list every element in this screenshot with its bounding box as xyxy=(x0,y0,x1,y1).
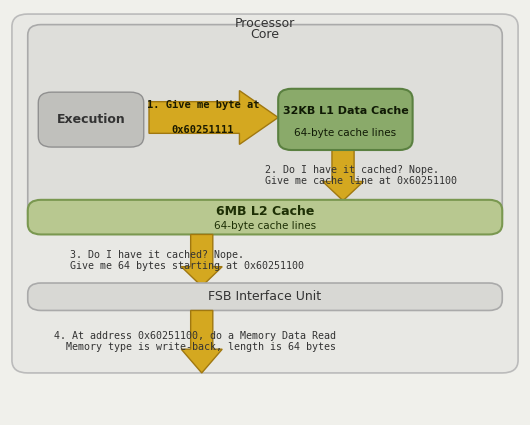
FancyBboxPatch shape xyxy=(38,92,144,147)
Text: Processor: Processor xyxy=(235,17,295,31)
Text: FSB Interface Unit: FSB Interface Unit xyxy=(208,290,322,303)
Polygon shape xyxy=(181,235,222,286)
Text: Core: Core xyxy=(251,28,279,40)
FancyBboxPatch shape xyxy=(278,89,413,150)
Text: 64-byte cache lines: 64-byte cache lines xyxy=(294,128,396,138)
Polygon shape xyxy=(149,91,278,144)
Text: 0x60251111: 0x60251111 xyxy=(172,125,234,135)
Polygon shape xyxy=(181,310,222,373)
Text: 3. Do I have it cached? Nope.
Give me 64 bytes starting at 0x60251100: 3. Do I have it cached? Nope. Give me 64… xyxy=(70,249,304,271)
Text: 2. Do I have it cached? Nope.
Give me cache line at 0x60251100: 2. Do I have it cached? Nope. Give me ca… xyxy=(265,164,457,186)
Text: 4. At address 0x60251100, do a Memory Data Read
  Memory type is write-back, len: 4. At address 0x60251100, do a Memory Da… xyxy=(54,331,336,352)
Text: 1. Give me byte at: 1. Give me byte at xyxy=(147,100,259,110)
Polygon shape xyxy=(323,150,364,201)
Text: 64-byte cache lines: 64-byte cache lines xyxy=(214,221,316,231)
Text: Execution: Execution xyxy=(57,113,126,126)
Text: 32KB L1 Data Cache: 32KB L1 Data Cache xyxy=(282,106,408,116)
FancyBboxPatch shape xyxy=(12,14,518,373)
Text: 6MB L2 Cache: 6MB L2 Cache xyxy=(216,205,314,218)
FancyBboxPatch shape xyxy=(28,283,502,310)
FancyBboxPatch shape xyxy=(28,200,502,235)
FancyBboxPatch shape xyxy=(28,25,502,225)
